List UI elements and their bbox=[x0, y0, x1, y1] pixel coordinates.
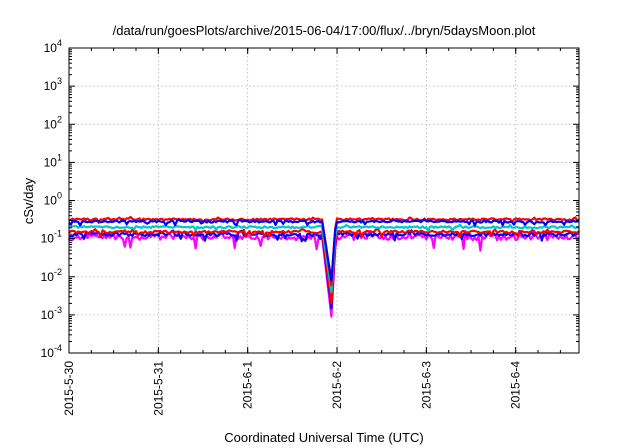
x-tick-label: 2015-6-2 bbox=[330, 361, 344, 409]
y-axis: 10-4 10-3 10-2 10-1 100 101 102 103 104 bbox=[41, 38, 579, 360]
y-tick-label: 10-4 bbox=[41, 343, 62, 360]
y-tick-label: 10-1 bbox=[41, 229, 62, 246]
y-tick-label: 103 bbox=[44, 76, 62, 93]
x-tick-label: 2015-5-30 bbox=[62, 361, 76, 416]
x-tick-label: 2015-6-3 bbox=[419, 361, 433, 409]
x-tick-label: 2015-6-4 bbox=[509, 361, 523, 409]
y-tick-label: 104 bbox=[44, 38, 62, 55]
grid bbox=[69, 48, 579, 353]
x-tick-label: 2015-5-31 bbox=[151, 361, 165, 416]
y-tick-label: 101 bbox=[44, 152, 62, 169]
y-axis-label: cSv/day bbox=[21, 177, 36, 224]
y-tick-label: 102 bbox=[44, 114, 62, 131]
y-tick-label: 10-3 bbox=[41, 305, 62, 322]
y-tick-label: 10-2 bbox=[41, 267, 62, 284]
x-tick-label: 2015-6-1 bbox=[241, 361, 255, 409]
series-group bbox=[67, 215, 580, 318]
y-tick-label: 100 bbox=[44, 191, 62, 208]
chart-title: /data/run/goesPlots/archive/2015-06-04/1… bbox=[113, 23, 536, 38]
x-axis: 2015-5-30 2015-5-31 2015-6-1 2015-6-2 2015-6… bbox=[62, 48, 561, 416]
x-axis-label: Coordinated Universal Time (UTC) bbox=[224, 430, 423, 445]
series-line bbox=[68, 218, 580, 282]
